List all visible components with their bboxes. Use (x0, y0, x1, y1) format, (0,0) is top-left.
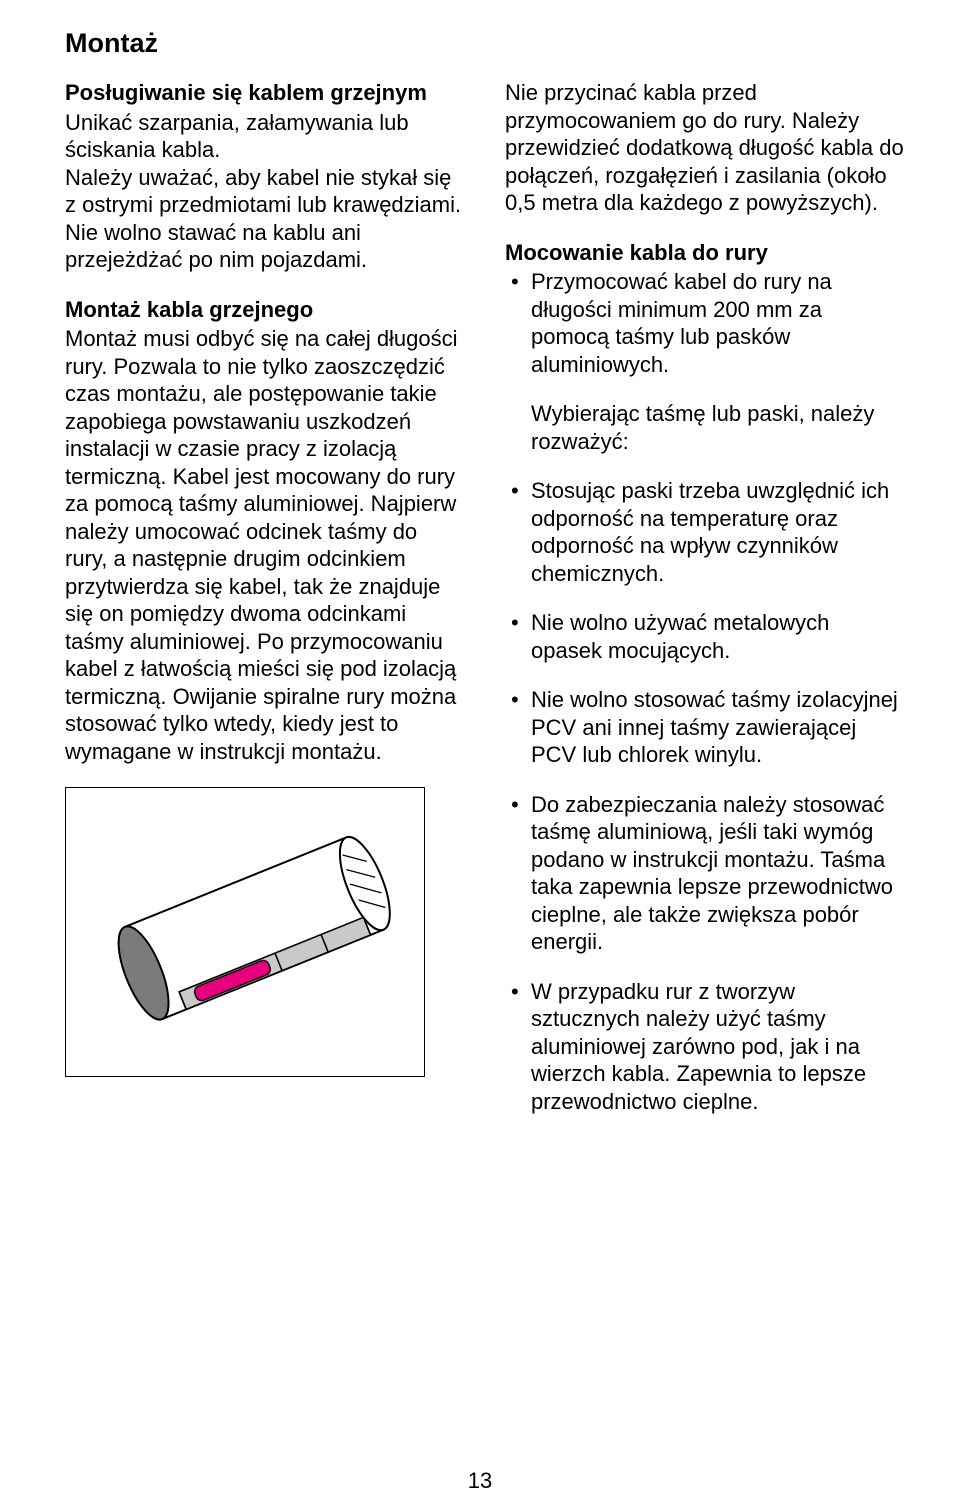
bullet-list-fixing: Przymocować kabel do rury na długości mi… (505, 268, 905, 1115)
bullet-item: Stosując paski trzeba uwzględnić ich odp… (505, 477, 905, 587)
paragraph-handling-cable: Unikać szarpania, załamywania lub ściska… (65, 109, 465, 274)
left-column: Posługiwanie się kablem grzejnym Unikać … (65, 79, 465, 1137)
bullet-item: W przypadku rur z tworzyw sztucznych nal… (505, 978, 905, 1116)
bullet-item: Nie wolno stosować taśmy izolacyjnej PCV… (505, 686, 905, 769)
page-number: 13 (0, 1468, 960, 1494)
bullet-item: Przymocować kabel do rury na długości mi… (505, 268, 905, 455)
heading-mounting-cable: Montaż kabla grzejnego (65, 296, 465, 324)
bullet-text: W przypadku rur z tworzyw sztucznych nal… (531, 979, 866, 1114)
heading-handling-cable: Posługiwanie się kablem grzejnym (65, 79, 465, 107)
bullet-text: Stosując paski trzeba uwzględnić ich odp… (531, 478, 889, 586)
figure-pipe-cable (65, 787, 425, 1077)
bullet-text: Nie wolno stosować taśmy izolacyjnej PCV… (531, 687, 898, 767)
bullet-item: Do zabezpieczania należy stosować taśmę … (505, 791, 905, 956)
bullet-followup-text: Wybierając taśmę lub paski, należy rozwa… (531, 400, 905, 455)
heading-fixing-to-pipe: Mocowanie kabla do rury (505, 239, 905, 267)
pipe-diagram-icon (66, 787, 424, 1077)
paragraph-do-not-cut: Nie przycinać kabla przed przymocowaniem… (505, 79, 905, 217)
document-page: Montaż Posługiwanie się kablem grzejnym … (0, 0, 960, 1512)
two-column-layout: Posługiwanie się kablem grzejnym Unikać … (65, 79, 905, 1137)
bullet-text: Nie wolno używać metalowych opasek mocuj… (531, 610, 829, 663)
right-column: Nie przycinać kabla przed przymocowaniem… (505, 79, 905, 1137)
paragraph-mounting-cable: Montaż musi odbyć się na całej długości … (65, 325, 465, 765)
bullet-item: Nie wolno używać metalowych opasek mocuj… (505, 609, 905, 664)
bullet-text: Do zabezpieczania należy stosować taśmę … (531, 792, 893, 955)
bullet-text: Przymocować kabel do rury na długości mi… (531, 269, 832, 377)
page-title: Montaż (65, 28, 905, 59)
